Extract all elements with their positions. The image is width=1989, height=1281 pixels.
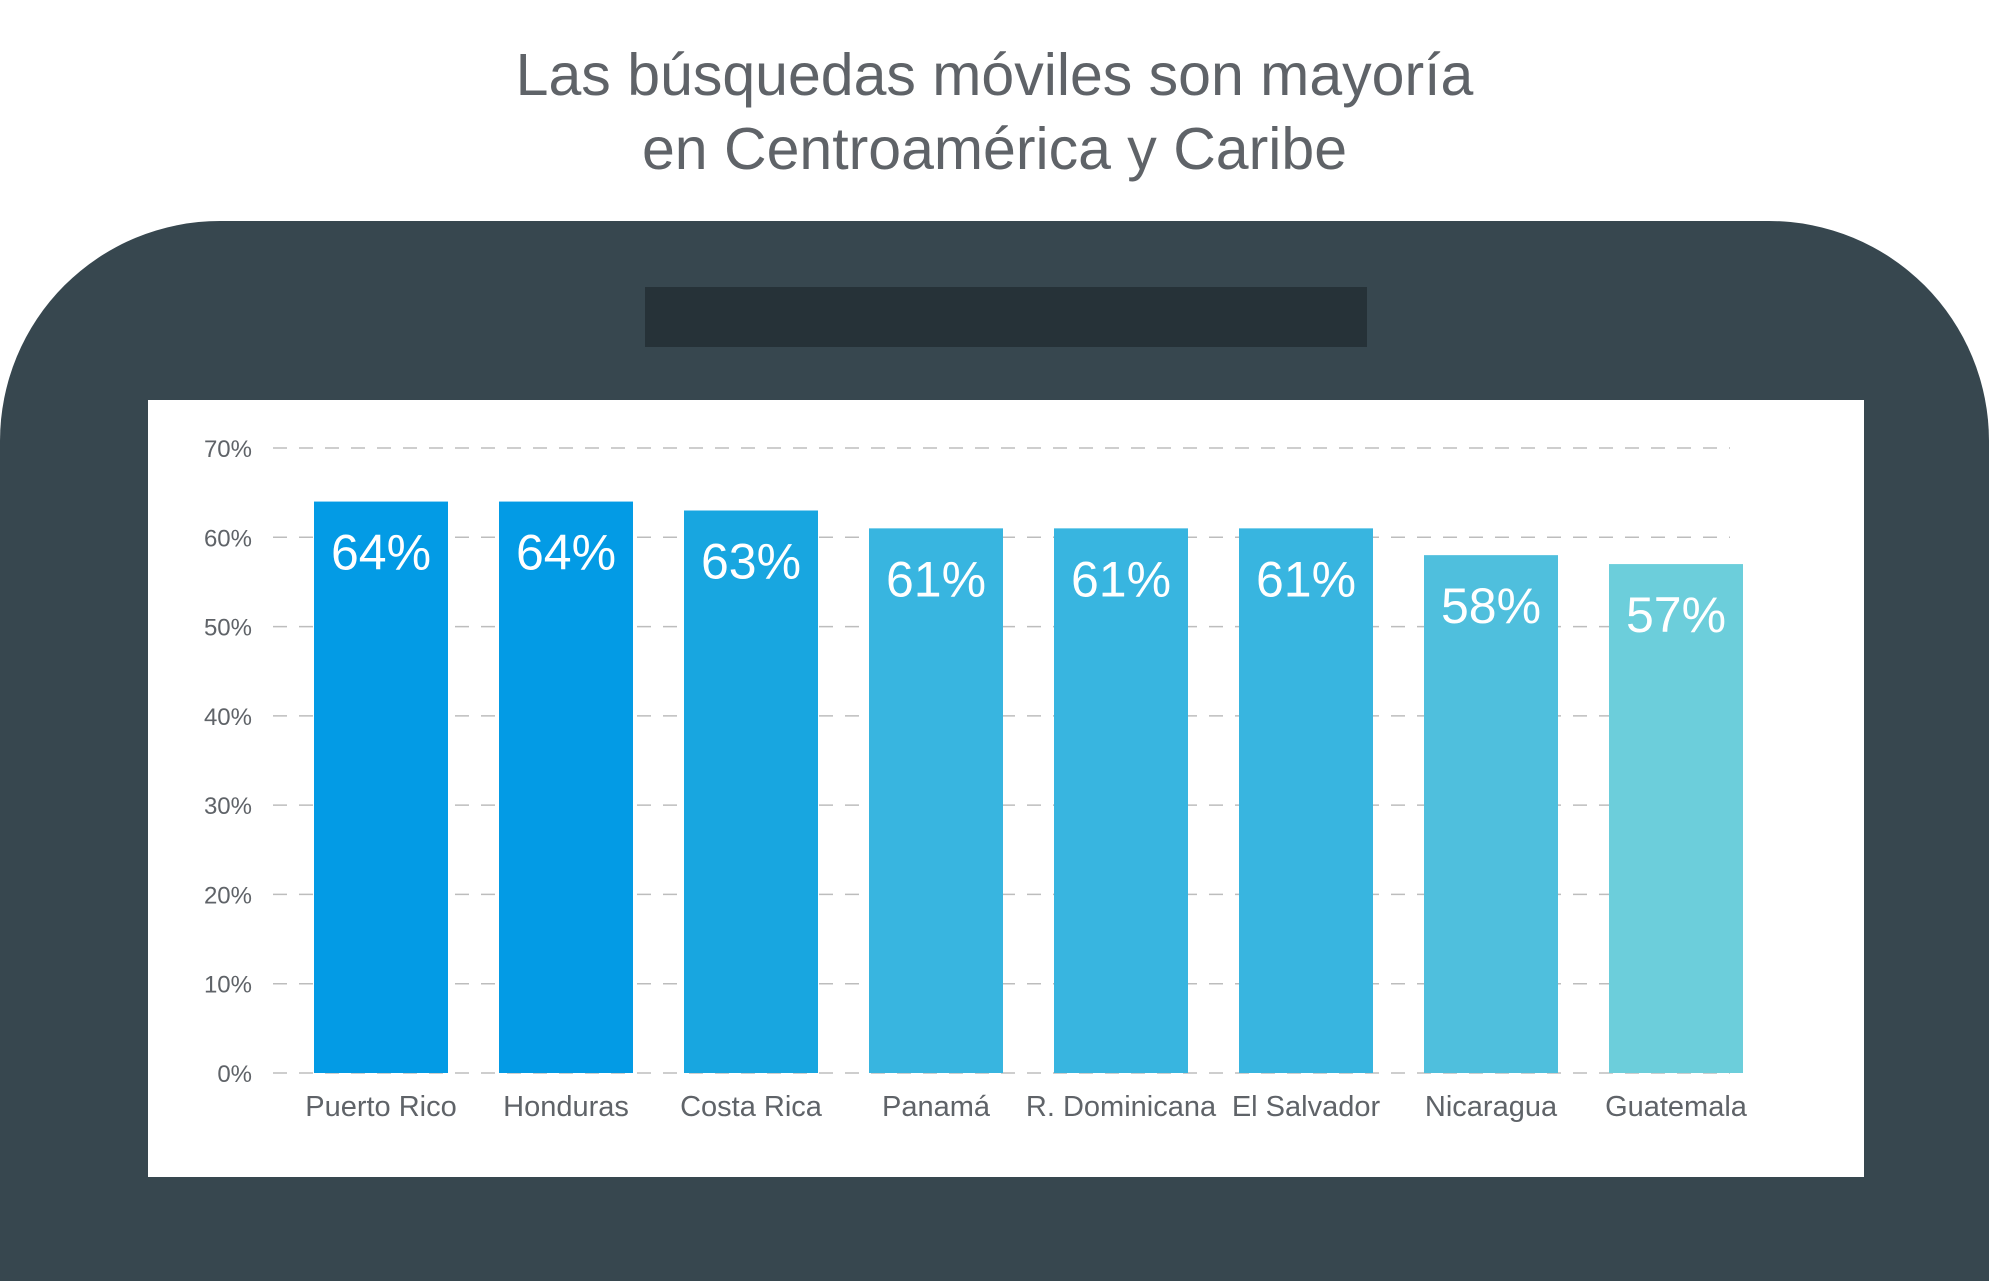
- bar-value-label: 61%: [886, 551, 986, 607]
- y-tick-label: 40%: [204, 704, 252, 731]
- y-tick-label: 20%: [204, 882, 252, 909]
- bar-chart: 0% 10% 20% 30% 40% 50% 60% 70% 64% Puerto Rico 64%…: [204, 436, 1748, 1123]
- bar-value-label: 64%: [331, 525, 431, 581]
- bar-value-label: 58%: [1441, 578, 1541, 634]
- y-tick-label: 0%: [217, 1061, 252, 1088]
- chart-title-line-2: en Centroamérica y Caribe: [641, 116, 1348, 182]
- bar: [314, 501, 448, 1073]
- x-category-label: El Salvador: [1232, 1091, 1381, 1123]
- y-tick-label: 70%: [204, 436, 252, 463]
- x-category-label: Costa Rica: [680, 1091, 823, 1123]
- phone-speaker: [645, 287, 1367, 347]
- x-category-label: Guatemala: [1605, 1091, 1748, 1123]
- bar: [1424, 555, 1558, 1073]
- x-category-label: Nicaragua: [1425, 1091, 1558, 1123]
- bar-value-label: 63%: [701, 534, 801, 590]
- y-tick-label: 10%: [204, 972, 252, 999]
- bar: [684, 510, 818, 1073]
- x-category-label: Puerto Rico: [305, 1091, 457, 1123]
- y-tick-label: 30%: [204, 793, 252, 820]
- y-tick-label: 60%: [204, 525, 252, 552]
- bar-value-label: 64%: [516, 525, 616, 581]
- bar: [869, 528, 1003, 1073]
- x-category-label: Honduras: [503, 1091, 629, 1123]
- phone-screen: 0% 10% 20% 30% 40% 50% 60% 70% 64% Puerto Rico 64%…: [148, 400, 1864, 1177]
- bar-value-label: 61%: [1256, 551, 1356, 607]
- bar: [1609, 564, 1743, 1073]
- x-category-label: Panamá: [882, 1091, 991, 1123]
- bar-value-label: 57%: [1626, 587, 1726, 643]
- bar: [1239, 528, 1373, 1073]
- chart-title-line-1: Las búsquedas móviles son mayoría: [515, 42, 1474, 108]
- bar: [1054, 528, 1188, 1073]
- bar-value-label: 61%: [1071, 551, 1171, 607]
- x-category-label: R. Dominicana: [1026, 1091, 1217, 1123]
- chart-title: Las búsquedas móviles son mayoría en Cen…: [0, 38, 1989, 186]
- y-tick-label: 50%: [204, 615, 252, 642]
- bar: [499, 501, 633, 1073]
